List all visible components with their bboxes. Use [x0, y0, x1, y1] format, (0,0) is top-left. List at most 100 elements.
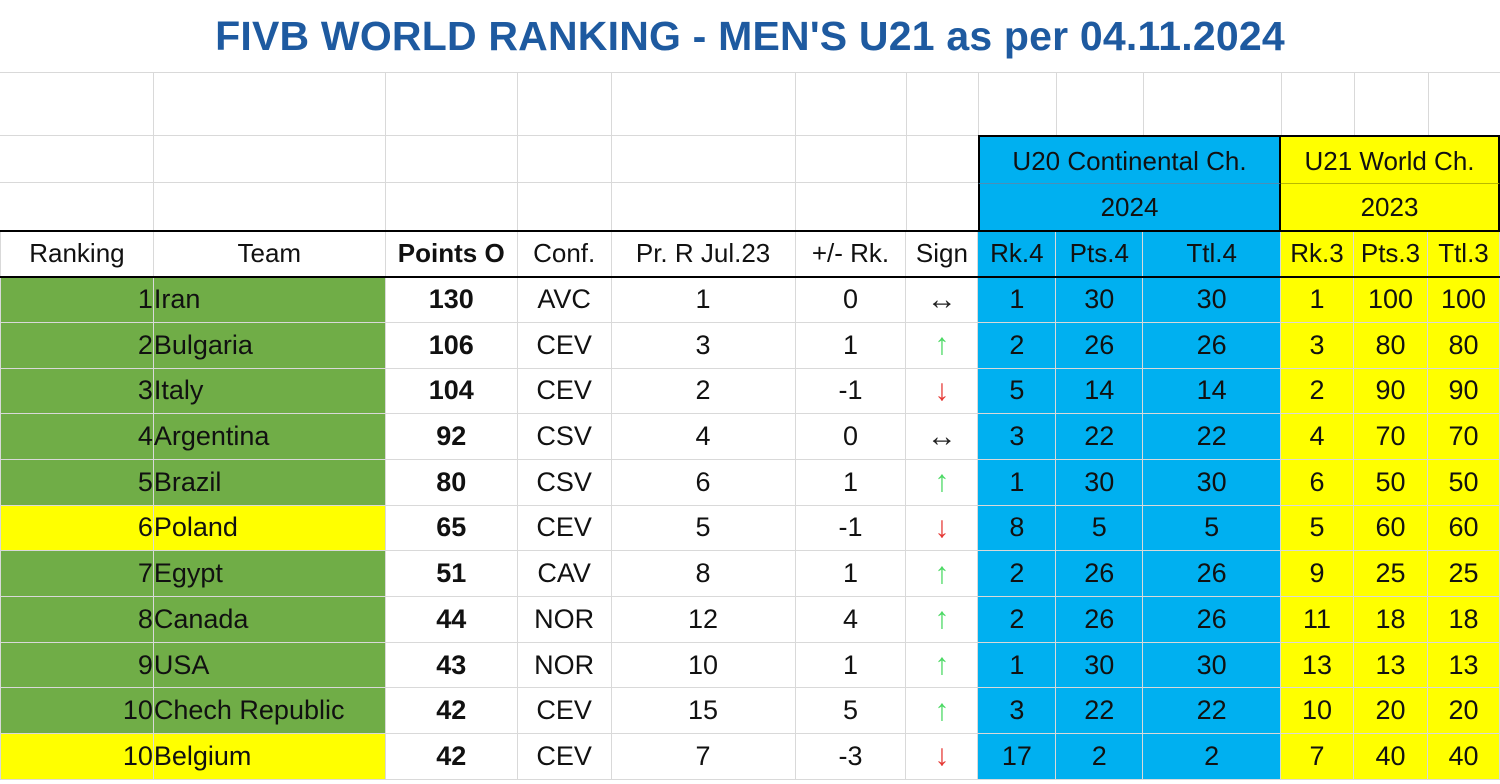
- rank-cell: 7: [0, 550, 154, 597]
- rank-cell: 5: [0, 458, 154, 506]
- pts4-cell: 26: [1055, 550, 1144, 597]
- pts3-cell: 90: [1353, 367, 1428, 415]
- conf-cell: NOR: [516, 641, 612, 689]
- pts4-cell: 14: [1055, 367, 1144, 415]
- rank-diff-cell: 1: [794, 321, 907, 369]
- points-cell: 51: [384, 550, 518, 597]
- ttl4-cell: 2: [1142, 733, 1282, 780]
- rank-cell: 9: [0, 641, 154, 689]
- rk4-cell: 1: [977, 641, 1057, 689]
- ttl3-cell: 18: [1426, 596, 1500, 643]
- ranking-table: Ranking Team Points O Conf. Pr. R Jul.23…: [0, 230, 1500, 780]
- rank-diff-cell: -1: [794, 504, 907, 552]
- ttl3-cell: 60: [1426, 504, 1500, 552]
- ttl4-cell: 22: [1142, 687, 1282, 735]
- pts4-cell: 5: [1055, 504, 1144, 552]
- conf-cell: NOR: [516, 596, 612, 643]
- rk3-cell: 9: [1280, 550, 1354, 597]
- ttl4-cell: 5: [1142, 504, 1282, 552]
- table-header-row: Ranking Team Points O Conf. Pr. R Jul.23…: [0, 230, 1500, 278]
- arrow-left-right-icon: ↔: [926, 419, 957, 453]
- rk3-cell: 7: [1280, 733, 1354, 780]
- rank-diff-cell: 5: [794, 687, 907, 735]
- points-cell: 80: [384, 458, 518, 506]
- points-cell: 130: [384, 276, 518, 323]
- u21-group-year: 2023: [1281, 183, 1500, 230]
- ttl3-cell: 90: [1426, 367, 1500, 415]
- previous-rank-cell: 12: [610, 596, 796, 643]
- team-cell: USA: [152, 641, 386, 689]
- rk3-cell: 5: [1280, 504, 1354, 552]
- points-cell: 106: [384, 321, 518, 369]
- rk3-cell: 6: [1280, 458, 1354, 506]
- arrow-down-icon: ↓: [934, 739, 950, 773]
- sign-cell: ↓: [905, 367, 979, 415]
- rank-cell: 8: [0, 596, 154, 643]
- pts3-cell: 80: [1353, 321, 1428, 369]
- conf-cell: CSV: [516, 458, 612, 506]
- rank-cell: 1: [0, 276, 154, 323]
- ttl3-cell: 25: [1426, 550, 1500, 597]
- table-row: 3 Italy 104 CEV 2 -1 ↓ 5 14 14 2 90 90: [0, 367, 1500, 415]
- pts3-cell: 18: [1353, 596, 1428, 643]
- col-conf: Conf.: [516, 230, 612, 278]
- pts4-cell: 22: [1055, 413, 1144, 460]
- ttl4-cell: 14: [1142, 367, 1282, 415]
- rk4-cell: 2: [977, 596, 1057, 643]
- col-pts3: Pts.3: [1353, 230, 1428, 278]
- rk4-cell: 2: [977, 321, 1057, 369]
- rk4-cell: 5: [977, 367, 1057, 415]
- table-row: 5 Brazil 80 CSV 6 1 ↑ 1 30 30 6 50 50: [0, 458, 1500, 506]
- rank-diff-cell: -3: [794, 733, 907, 780]
- points-cell: 92: [384, 413, 518, 460]
- ranking-rows: 1 Iran 130 AVC 1 0 ↔ 1 30 30 1 100 100 2 Bulgaria 106 CE…: [0, 276, 1500, 780]
- previous-rank-cell: 8: [610, 550, 796, 597]
- pts3-cell: 25: [1353, 550, 1428, 597]
- conf-cell: AVC: [516, 276, 612, 323]
- team-cell: Egypt: [152, 550, 386, 597]
- ttl4-cell: 26: [1142, 596, 1282, 643]
- rank-cell: 6: [0, 504, 154, 552]
- rk3-cell: 2: [1280, 367, 1354, 415]
- pts3-cell: 13: [1353, 641, 1428, 689]
- rank-cell: 10: [0, 733, 154, 780]
- conf-cell: CSV: [516, 413, 612, 460]
- points-cell: 104: [384, 367, 518, 415]
- arrow-up-icon: ↑: [934, 465, 950, 499]
- ttl4-cell: 30: [1142, 276, 1282, 323]
- pts3-cell: 50: [1353, 458, 1428, 506]
- rank-diff-cell: 4: [794, 596, 907, 643]
- sign-cell: ↑: [905, 550, 979, 597]
- table-row: 1 Iran 130 AVC 1 0 ↔ 1 30 30 1 100 100: [0, 276, 1500, 323]
- sign-cell: ↑: [905, 458, 979, 506]
- conf-cell: CEV: [516, 367, 612, 415]
- rk3-cell: 1: [1280, 276, 1354, 323]
- ttl3-cell: 80: [1426, 321, 1500, 369]
- ttl3-cell: 50: [1426, 458, 1500, 506]
- arrow-up-icon: ↑: [934, 602, 950, 636]
- col-ranking: Ranking: [0, 230, 154, 278]
- table-row: 6 Poland 65 CEV 5 -1 ↓ 8 5 5 5 60 60: [0, 504, 1500, 552]
- arrow-up-icon: ↑: [934, 693, 950, 727]
- arrow-down-icon: ↓: [934, 510, 950, 544]
- arrow-up-icon: ↑: [934, 648, 950, 682]
- u20-group-year: 2024: [978, 183, 1281, 230]
- arrow-down-icon: ↓: [934, 373, 950, 407]
- col-previous-rank: Pr. R Jul.23: [610, 230, 796, 278]
- previous-rank-cell: 10: [610, 641, 796, 689]
- team-cell: Italy: [152, 367, 386, 415]
- rank-diff-cell: 1: [794, 550, 907, 597]
- rk4-cell: 3: [977, 413, 1057, 460]
- rk3-cell: 4: [1280, 413, 1354, 460]
- rank-cell: 4: [0, 413, 154, 460]
- ttl3-cell: 13: [1426, 641, 1500, 689]
- page-title: FIVB WORLD RANKING - MEN'S U21 as per 04…: [215, 13, 1285, 59]
- pts4-cell: 26: [1055, 596, 1144, 643]
- team-cell: Chech Republic: [152, 687, 386, 735]
- points-cell: 42: [384, 733, 518, 780]
- table-row: 10 Chech Republic 42 CEV 15 5 ↑ 3 22 22 10 20 20: [0, 687, 1500, 735]
- points-cell: 44: [384, 596, 518, 643]
- ttl4-cell: 26: [1142, 321, 1282, 369]
- col-rk4: Rk.4: [977, 230, 1057, 278]
- col-points: Points O: [384, 230, 518, 278]
